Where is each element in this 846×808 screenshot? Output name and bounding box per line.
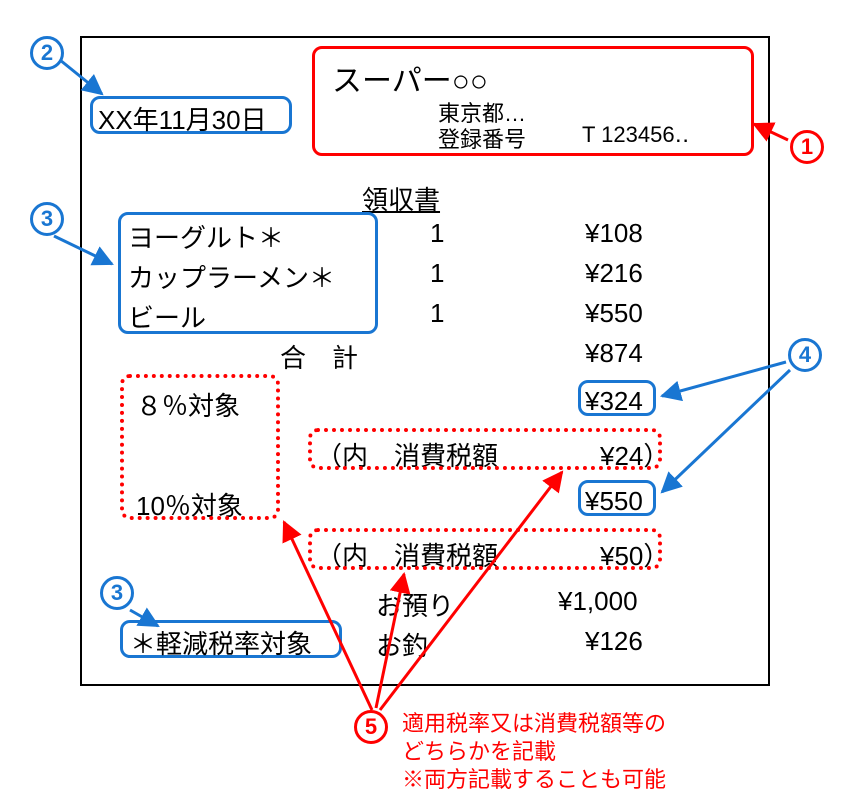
amount-box-1 <box>578 380 656 416</box>
item-price: ¥216 <box>585 258 643 289</box>
callout-label: 3 <box>41 206 53 232</box>
item-qty: 1 <box>430 298 444 329</box>
total-amount: ¥874 <box>585 338 643 369</box>
tax-inner-box-2 <box>308 528 662 570</box>
receipt-title: 領収書 <box>362 180 440 217</box>
date-text: XX年11月30日 <box>98 100 267 137</box>
item-qty: 1 <box>430 258 444 289</box>
store-name: スーパー○○ <box>332 56 488 100</box>
items-box <box>118 212 378 334</box>
callout-5: 5 <box>354 710 388 744</box>
callout-label: 2 <box>41 40 53 66</box>
received-label: お預り <box>376 586 454 623</box>
item-price: ¥108 <box>585 218 643 249</box>
reg-label: 登録番号 <box>438 122 526 154</box>
rate-labels-box <box>120 374 280 520</box>
received-amount: ¥1,000 <box>558 586 638 617</box>
change-label: お釣 <box>376 626 428 663</box>
callout-3: 3 <box>30 202 64 236</box>
reduced-note: ＊軽減税率対象 <box>130 624 312 661</box>
callout-4: 4 <box>788 338 822 372</box>
callout-label: 5 <box>365 714 377 740</box>
footnote-l3: ※両方記載することも可能 <box>402 762 666 794</box>
change-amount: ¥126 <box>585 626 643 657</box>
callout-label: 4 <box>799 342 811 368</box>
item-price: ¥550 <box>585 298 643 329</box>
reg-number: T 123456‥ <box>582 122 689 148</box>
callout-1: 1 <box>790 130 824 164</box>
callout-2: 2 <box>30 36 64 70</box>
total-label: 合 計 <box>280 338 358 375</box>
callout-label: 3 <box>111 580 123 606</box>
item-qty: 1 <box>430 218 444 249</box>
callout-3b: 3 <box>100 576 134 610</box>
amount-box-2 <box>578 480 656 516</box>
callout-label: 1 <box>801 134 813 160</box>
tax-inner-box-1 <box>308 428 662 470</box>
